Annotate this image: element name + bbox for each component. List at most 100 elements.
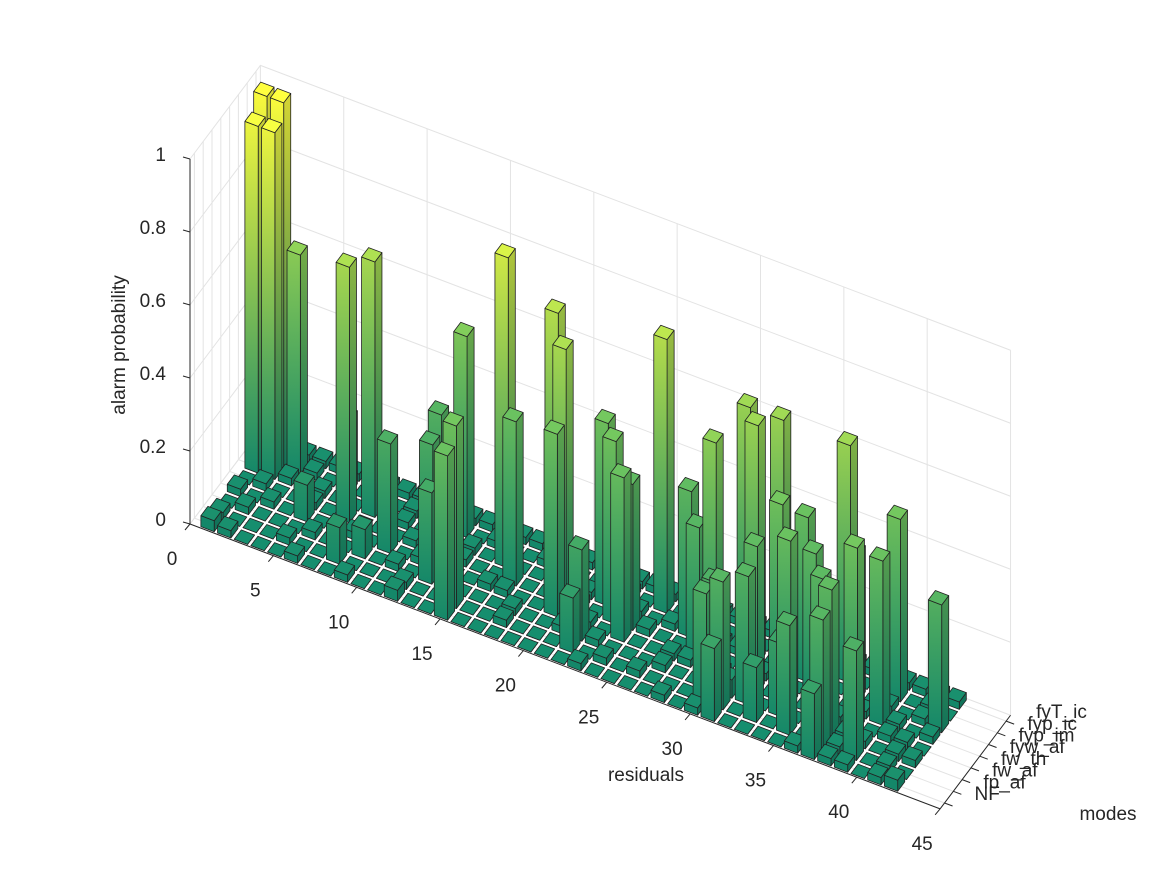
bar-face	[583, 662, 606, 678]
bar-face	[722, 572, 731, 711]
bar-face	[809, 605, 831, 621]
bar-face	[800, 688, 815, 760]
bar	[883, 765, 906, 792]
bar-face	[261, 117, 283, 134]
bar-face	[610, 463, 632, 479]
bar-face	[260, 487, 282, 503]
bar-face	[700, 633, 722, 649]
z-tick-label: 0.4	[140, 364, 167, 385]
bar	[901, 745, 923, 769]
bar-face	[253, 81, 275, 97]
x-tick	[267, 555, 274, 562]
y-axis-label: modes	[1079, 804, 1136, 825]
x-tick-label: 25	[578, 707, 599, 728]
bar	[886, 504, 908, 703]
bar-face	[543, 419, 565, 435]
bar	[283, 541, 306, 564]
x-tick	[184, 523, 191, 531]
bar-face	[543, 428, 558, 618]
x-axis	[189, 523, 941, 810]
bar-face	[594, 408, 616, 425]
bar-face	[274, 123, 283, 480]
x-tick-label: 15	[411, 644, 432, 665]
bar-face	[901, 745, 923, 761]
bar-face	[856, 641, 864, 761]
bar-face	[312, 446, 334, 462]
bar-face	[252, 469, 274, 485]
bar-face	[736, 392, 758, 409]
bar-face	[492, 605, 514, 621]
bar-face	[447, 446, 456, 621]
bar-face	[567, 648, 589, 665]
bar	[502, 407, 524, 587]
bar-face	[789, 615, 798, 736]
bar-face	[526, 625, 548, 641]
bar-face	[427, 400, 450, 416]
bar-face	[776, 610, 798, 627]
bar	[234, 492, 256, 516]
bar	[584, 625, 606, 648]
x-tick-label: 0	[167, 549, 178, 570]
bar-face	[572, 588, 581, 654]
z-tick	[182, 521, 191, 525]
bar	[542, 631, 564, 647]
bar-face	[519, 577, 541, 593]
bar-face	[677, 476, 700, 493]
y-tick	[979, 755, 988, 760]
bar	[650, 680, 672, 703]
bar	[776, 610, 798, 736]
bar	[635, 614, 657, 638]
bar	[226, 474, 249, 497]
y-tick	[944, 802, 953, 807]
bar-face	[776, 620, 791, 736]
bar-face	[941, 595, 950, 734]
bar	[668, 664, 690, 680]
bar-face	[919, 722, 941, 738]
z-tick	[182, 448, 191, 452]
bar	[610, 463, 632, 643]
bar	[468, 588, 490, 604]
bar-face	[734, 561, 757, 578]
bar-face	[568, 535, 590, 551]
bar-face	[927, 599, 943, 734]
bar-face	[533, 643, 556, 659]
x-tick-label: 20	[495, 676, 516, 697]
bar	[533, 643, 556, 659]
bar-face	[660, 639, 682, 655]
bar-face	[833, 750, 856, 766]
grid-line	[189, 64, 1011, 351]
x-tick-label: 30	[662, 739, 683, 760]
bar	[259, 524, 281, 540]
bar	[475, 606, 498, 622]
bar-face	[876, 751, 898, 767]
bar-face	[234, 492, 256, 508]
axes: 05101520253035404500.20.40.60.81NFfp_aff…	[140, 145, 1087, 855]
bar	[309, 543, 331, 559]
bar-face	[900, 509, 908, 703]
bar-face	[483, 624, 506, 640]
bar-face	[668, 664, 690, 680]
bar-face	[383, 575, 406, 591]
bar	[493, 575, 515, 599]
z-tick	[182, 229, 191, 233]
bar-face	[293, 479, 308, 523]
bar	[286, 240, 308, 475]
bar	[833, 750, 856, 773]
bar-face	[632, 474, 641, 631]
bar-face	[335, 252, 357, 268]
x-tick-label: 10	[328, 612, 349, 633]
bar-face	[233, 529, 256, 545]
bar-face	[769, 490, 791, 506]
bar	[261, 117, 283, 480]
x-tick-label: 40	[828, 802, 849, 823]
bar-face	[813, 684, 822, 760]
bar-face	[251, 506, 273, 522]
bar-face	[455, 416, 464, 610]
bar	[350, 573, 372, 590]
bar	[252, 469, 274, 492]
bar	[800, 679, 822, 760]
bar	[492, 605, 514, 628]
y-tick-label: fyw_af	[1010, 737, 1066, 758]
y-tick-label: fp_af	[983, 772, 1026, 793]
bar-face	[552, 334, 574, 351]
